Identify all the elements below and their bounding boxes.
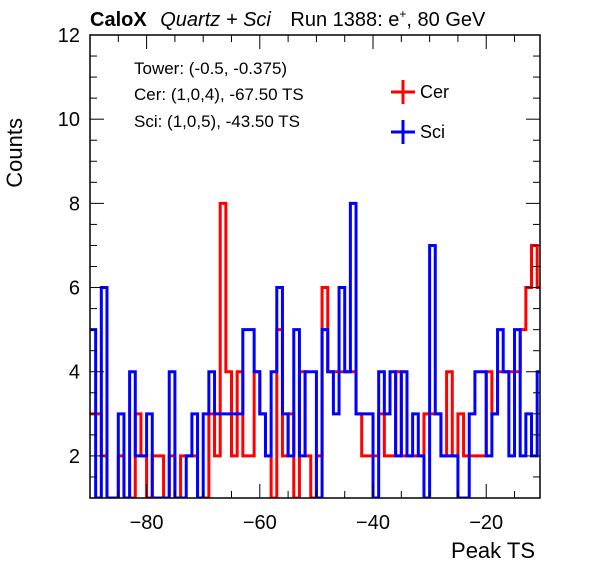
subtitle-label: Quartz + Sci (160, 9, 271, 31)
y-tick-label: 2 (69, 446, 80, 468)
run-label: Run 1388: e (290, 9, 399, 31)
y-axis-title: Counts (2, 118, 27, 188)
info-cer: Cer: (1,0,4), -67.50 TS (134, 85, 304, 104)
info-tower: Tower: (-0.5, -0.375) (134, 59, 287, 78)
x-tick-label: −40 (356, 512, 390, 534)
y-tick-label: 12 (58, 25, 80, 47)
y-tick-label: 8 (69, 193, 80, 215)
x-tick-label: −20 (469, 512, 503, 534)
legend-marker-sci (391, 120, 415, 144)
brand-label: CaloX (90, 9, 147, 31)
x-axis-title: Peak TS (451, 538, 535, 563)
y-tick-label: 4 (69, 362, 80, 384)
x-tick-label: −60 (243, 512, 277, 534)
run-superscript: + (399, 7, 406, 21)
legend: Cer Sci (391, 80, 449, 144)
header-title: CaloX Quartz + Sci Run 1388: e+, 80 GeV (90, 7, 486, 31)
info-box: Tower: (-0.5, -0.375) Cer: (1,0,4), -67.… (134, 59, 304, 131)
series-line-cer (90, 201, 540, 498)
legend-label-cer: Cer (420, 82, 449, 102)
axis-layer: −80 −60 −40 −20 2 4 6 8 10 12 (58, 25, 540, 534)
y-tick-label: 10 (58, 109, 80, 131)
y-tick-label: 6 (69, 278, 80, 300)
series-layer (90, 201, 540, 498)
run-energy: , 80 GeV (406, 9, 486, 31)
legend-label-sci: Sci (420, 122, 445, 142)
legend-marker-cer (391, 80, 415, 104)
series-line-sci (90, 201, 540, 498)
x-tick-label: −80 (130, 512, 164, 534)
info-sci: Sci: (1,0,5), -43.50 TS (134, 112, 300, 131)
